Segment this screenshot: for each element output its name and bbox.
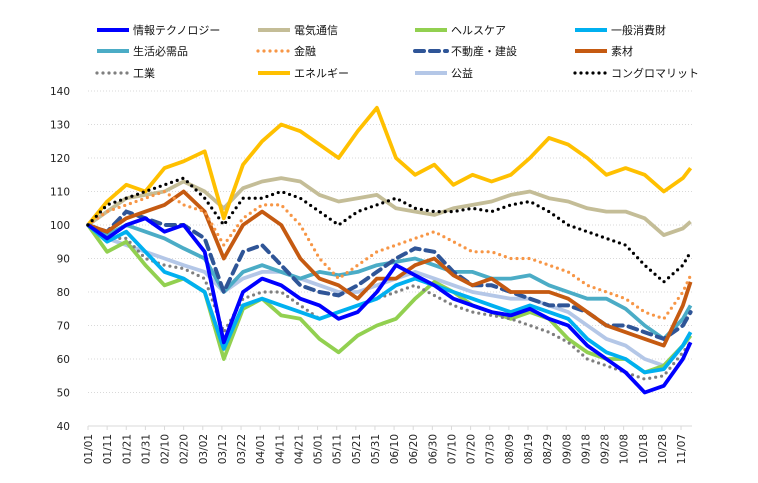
x-tick-label: 04/11 — [274, 434, 286, 464]
y-tick-label: 100 — [50, 220, 70, 232]
x-tick-label: 03/12 — [217, 434, 229, 464]
x-tick-label: 01/21 — [121, 434, 133, 464]
x-tick-label: 10/18 — [638, 434, 650, 464]
y-tick-label: 140 — [50, 86, 70, 98]
series-lines — [86, 105, 693, 395]
x-tick-label: 07/20 — [466, 434, 478, 464]
x-tick-label: 09/28 — [600, 434, 612, 464]
x-tick-label: 05/01 — [313, 434, 325, 464]
y-tick-label: 50 — [57, 388, 70, 400]
x-tick-label: 09/18 — [580, 434, 592, 464]
x-tick-label: 11/07 — [676, 434, 688, 464]
series-line-11 — [86, 176, 693, 285]
legend-label: 金融 — [294, 44, 316, 58]
x-tick-label: 05/21 — [351, 434, 363, 464]
y-tick-label: 130 — [50, 120, 70, 132]
x-tick-label: 10/28 — [657, 434, 669, 464]
y-tick-label: 70 — [57, 321, 70, 333]
x-tick-label: 06/30 — [427, 434, 439, 464]
x-tick-label: 05/31 — [370, 434, 382, 464]
x-tick-label: 04/01 — [255, 434, 267, 464]
legend-label: コングロマリット — [611, 66, 699, 80]
x-axis: 01/01 01/11 01/21 01/31 02/10 02/20 03/02 03/12… — [83, 425, 692, 464]
x-tick-label: 04/21 — [293, 434, 305, 464]
x-tick-label: 07/30 — [485, 434, 497, 464]
legend-label: 工業 — [133, 67, 155, 80]
legend-label: ヘルスケア — [451, 24, 506, 37]
x-tick-label: 08/09 — [504, 434, 516, 464]
y-tick-label: 110 — [50, 187, 70, 199]
legend-label: 情報テクノロジー — [133, 24, 220, 37]
series-line-3 — [86, 223, 693, 375]
legend-label: 素材 — [611, 44, 633, 58]
x-tick-label: 01/11 — [102, 434, 114, 464]
x-tick-label: 02/20 — [179, 434, 191, 464]
x-tick-label: 01/01 — [83, 434, 95, 464]
series-line-0 — [86, 216, 693, 395]
x-tick-label: 06/10 — [389, 434, 401, 464]
x-tick-label: 09/08 — [561, 434, 573, 464]
legend-label: 電気通信 — [294, 23, 338, 37]
y-axis-ticks: 40 50 60 70 80 90 100 110 120 130 140 — [50, 86, 70, 433]
legend-label: 不動産・建設 — [451, 44, 517, 58]
x-tick-label: 08/29 — [542, 434, 554, 464]
y-tick-label: 80 — [57, 287, 70, 299]
x-tick-label: 06/20 — [408, 434, 420, 464]
series-line-9 — [86, 105, 693, 227]
y-tick-label: 90 — [57, 254, 70, 266]
y-tick-label: 120 — [50, 153, 70, 165]
y-tick-label: 40 — [57, 421, 70, 433]
series-line-4 — [87, 223, 693, 341]
legend-label: 公益 — [451, 66, 473, 80]
x-tick-label: 05/11 — [332, 434, 344, 464]
x-tick-label: 08/19 — [523, 434, 535, 464]
series-line-7 — [87, 189, 693, 348]
legend-label: エネルギー — [294, 67, 349, 80]
x-tick-label: 07/10 — [446, 434, 458, 464]
x-tick-label: 03/02 — [198, 434, 210, 464]
legend-label: 生活必需品 — [133, 44, 188, 58]
y-tick-label: 60 — [57, 354, 70, 366]
x-tick-label: 03/22 — [236, 434, 248, 464]
x-tick-label: 10/08 — [619, 434, 631, 464]
series-line-5 — [86, 189, 693, 321]
legend-label: 一般消費財 — [611, 23, 666, 37]
x-tick-label: 01/31 — [140, 434, 152, 464]
x-tick-label: 02/10 — [160, 434, 172, 464]
series-line-8 — [86, 223, 693, 381]
